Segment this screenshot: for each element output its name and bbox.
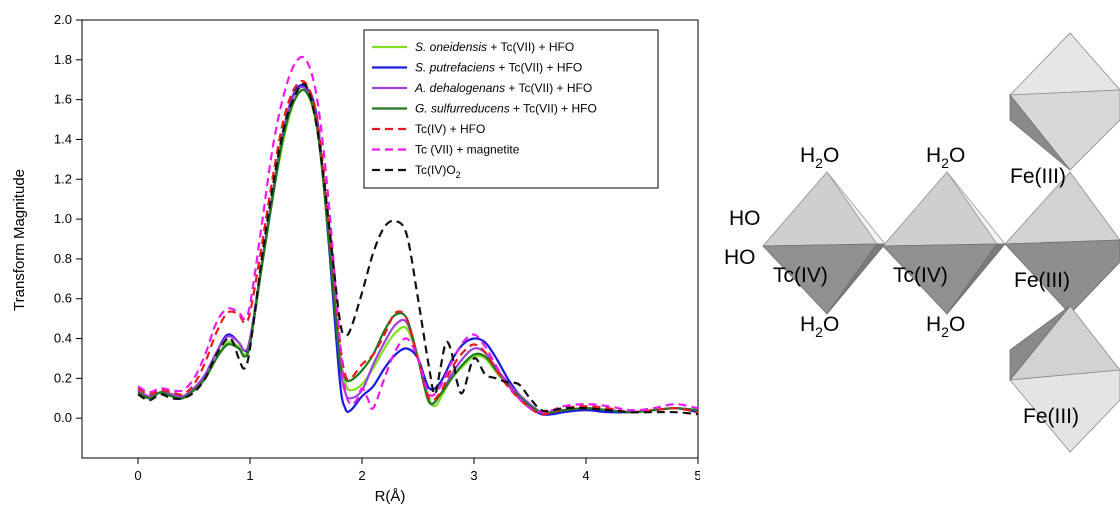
- x-tick-label: 1: [246, 468, 253, 483]
- tc-octahedron-middle: [882, 171, 1006, 315]
- hydroxyl-label-lower: HO: [724, 246, 756, 269]
- legend-label: A. dehalogenans + Tc(VII) + HFO: [414, 81, 592, 95]
- y-tick-label: 1.8: [54, 52, 72, 67]
- exafs-chart: 0.0 0.2 0.4 0.6 0.8 1.0 1.2 1.4 1.6 1.8 2.0 0 1 2 3 4 5…: [11, 12, 700, 505]
- oct-face: [1004, 239, 1120, 315]
- y-tick-label: 1.6: [54, 92, 72, 107]
- oct-face: [1009, 93, 1071, 171]
- legend-label: Tc (VII) + magnetite: [415, 143, 520, 157]
- series-line-2: [137, 83, 698, 416]
- oct-face: [826, 243, 886, 315]
- series-line-7: [137, 82, 698, 416]
- water-label: H2O: [926, 144, 965, 171]
- x-tick-label: 2: [358, 468, 365, 483]
- water-label: H2O: [800, 144, 839, 171]
- tc-label-middle: Tc(IV): [893, 264, 948, 287]
- y-tick-label: 0.0: [54, 410, 72, 425]
- x-tick-label: 0: [134, 468, 141, 483]
- x-axis-title: R(Å): [375, 488, 406, 505]
- x-axis: 0 1 2 3 4 5: [134, 458, 700, 483]
- series-layer: [137, 55, 698, 416]
- series-line-5: [137, 79, 698, 416]
- y-tick-label: 0.6: [54, 291, 72, 306]
- tc-fe-octahedra-diagram: H2O H2O H2O H2O HO HO Tc(IV) Tc(IV) Fe(I…: [724, 32, 1120, 453]
- oct-face: [762, 171, 878, 247]
- oct-face: [1009, 305, 1071, 382]
- y-tick-label: 0.2: [54, 370, 72, 385]
- legend-label: Tc(IV) + HFO: [415, 122, 485, 136]
- fe-octahedron-bottom: [1009, 305, 1120, 453]
- oct-face: [1009, 369, 1120, 453]
- legend: S. oneidensis + Tc(VII) + HFO S. putrefac…: [363, 29, 659, 189]
- hydroxyl-label-upper: HO: [729, 207, 761, 230]
- fe-octahedron-middle: [1004, 171, 1120, 315]
- oct-face: [882, 171, 998, 247]
- x-tick-label: 5: [694, 468, 700, 483]
- tc-label-left: Tc(IV): [773, 264, 828, 287]
- legend-label: S. oneidensis + Tc(VII) + HFO: [415, 40, 574, 54]
- legend-box: [363, 29, 659, 189]
- fe-label-bottom: Fe(III): [1023, 405, 1079, 428]
- tc-octahedron-left: [762, 171, 886, 315]
- y-tick-label: 0.8: [54, 251, 72, 266]
- x-tick-label: 3: [470, 468, 477, 483]
- oct-face: [1009, 32, 1120, 96]
- legend-label: S. putrefaciens + Tc(VII) + HFO: [415, 61, 582, 75]
- fe-octahedron-top: [1009, 32, 1120, 171]
- oct-face: [946, 243, 1006, 315]
- fe-label-middle: Fe(III): [1014, 269, 1070, 292]
- legend-label: G. sulfurreducens + Tc(VII) + HFO: [415, 102, 597, 116]
- fe-label-top: Fe(III): [1010, 165, 1066, 188]
- y-tick-label: 1.2: [54, 171, 72, 186]
- x-tick-label: 4: [582, 468, 589, 483]
- y-axis: 0.0 0.2 0.4 0.6 0.8 1.0 1.2 1.4 1.6 1.8 2.0: [54, 12, 82, 425]
- water-label: H2O: [926, 313, 965, 340]
- y-tick-label: 1.4: [54, 131, 72, 146]
- series-line-6: [137, 55, 698, 414]
- y-axis-title: Transform Magnitude: [11, 169, 28, 311]
- y-tick-label: 1.0: [54, 211, 72, 226]
- y-tick-label: 2.0: [54, 12, 72, 27]
- water-label: H2O: [800, 313, 839, 340]
- y-tick-label: 0.4: [54, 331, 72, 346]
- legend-label: Tc(IV)O2: [415, 163, 461, 180]
- plot-frame: [81, 19, 699, 459]
